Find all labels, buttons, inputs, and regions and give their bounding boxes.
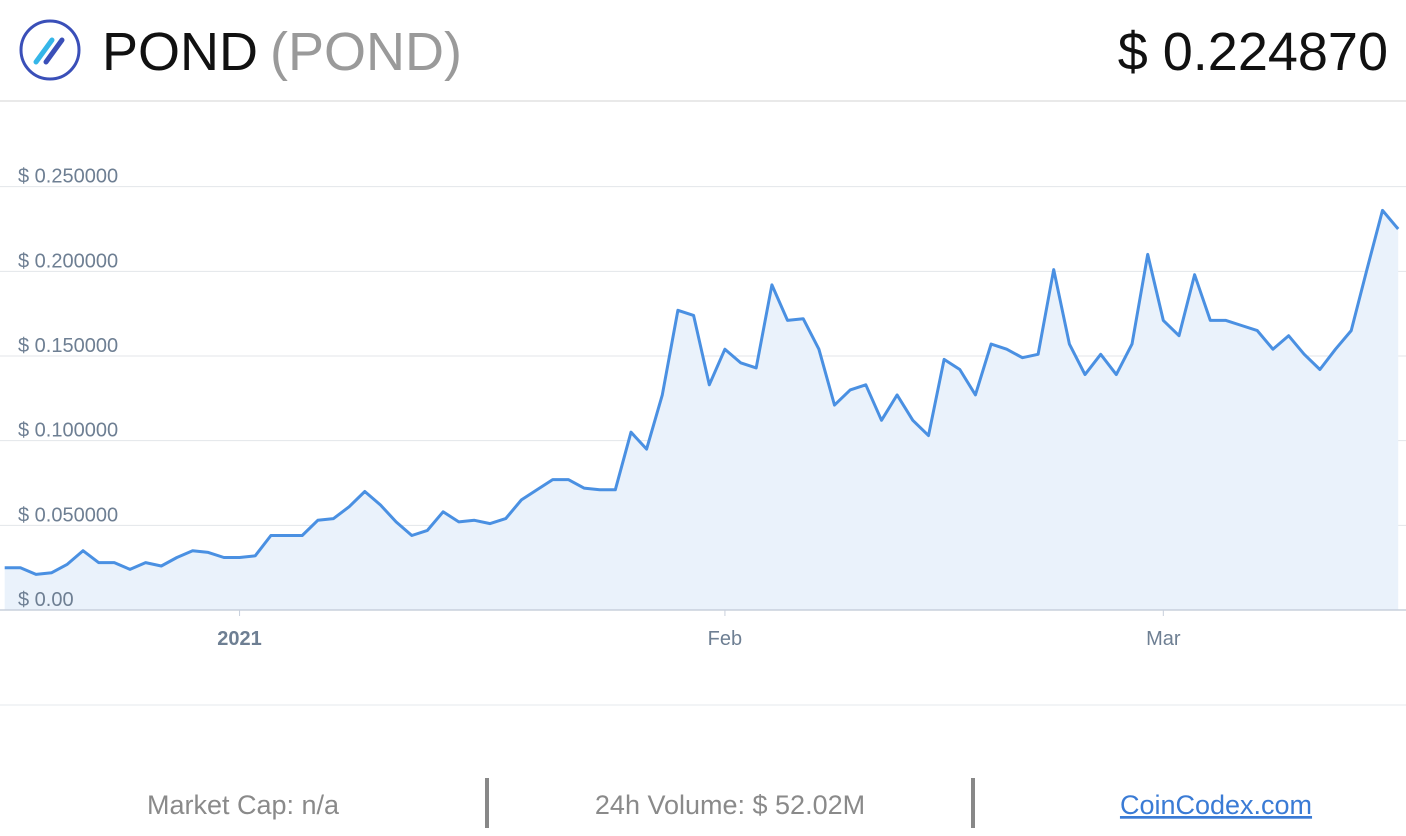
y-tick-label: $ 0.150000	[18, 335, 118, 357]
y-tick-label: $ 0.00	[18, 589, 74, 611]
logo	[19, 19, 81, 81]
price-line	[4, 208, 1400, 576]
y-tick-label: $ 0.050000	[18, 504, 118, 526]
coin-symbol: (POND)	[270, 22, 462, 82]
x-tick-label: Feb	[708, 628, 742, 650]
y-tick-label: $ 0.250000	[18, 166, 118, 188]
y-tick-label: $ 0.100000	[18, 420, 118, 442]
coin-title: POND (POND)	[102, 22, 462, 82]
coin-name: POND	[102, 22, 258, 82]
coin-price: $ 0.224870	[1118, 22, 1388, 82]
market-cap: Market Cap: n/a	[147, 790, 340, 820]
x-tick-label: 2021	[217, 628, 262, 650]
x-tick-label: Mar	[1146, 628, 1181, 650]
source-link[interactable]: CoinCodex.com	[1120, 790, 1312, 820]
y-tick-label: $ 0.200000	[18, 250, 118, 272]
volume: 24h Volume: $ 52.02M	[595, 790, 865, 820]
plot: $ 0.00 $ 0.050000 $ 0.100000 $ 0.150000 $ 0.…	[0, 166, 1406, 650]
area	[4, 210, 1399, 610]
